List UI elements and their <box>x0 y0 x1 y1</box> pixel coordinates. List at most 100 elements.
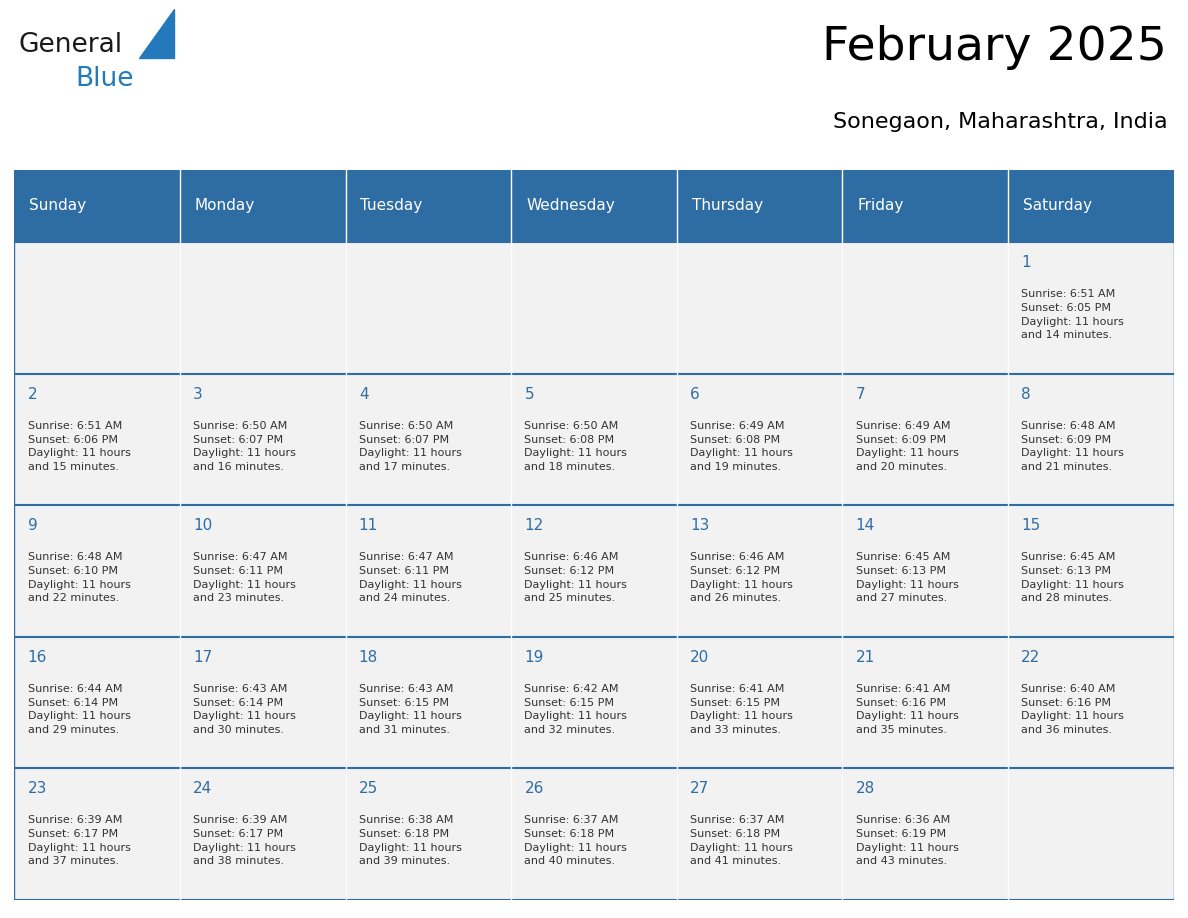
Bar <box>511 637 677 768</box>
Text: Thursday: Thursday <box>691 198 763 214</box>
Text: Sunrise: 6:50 AM
Sunset: 6:08 PM
Daylight: 11 hours
and 18 minutes.: Sunrise: 6:50 AM Sunset: 6:08 PM Dayligh… <box>524 421 627 472</box>
Text: 4: 4 <box>359 386 368 402</box>
Bar <box>511 170 677 242</box>
Text: Friday: Friday <box>858 198 904 214</box>
Text: 25: 25 <box>359 781 378 796</box>
Bar <box>842 170 1009 242</box>
Bar <box>1009 637 1174 768</box>
Text: 3: 3 <box>194 386 203 402</box>
Bar <box>1009 374 1174 505</box>
Bar <box>842 637 1009 768</box>
Text: 13: 13 <box>690 519 709 533</box>
Text: 26: 26 <box>524 781 544 796</box>
Text: 19: 19 <box>524 650 544 665</box>
Text: Sunrise: 6:45 AM
Sunset: 6:13 PM
Daylight: 11 hours
and 28 minutes.: Sunrise: 6:45 AM Sunset: 6:13 PM Dayligh… <box>1022 553 1124 603</box>
Text: Sunrise: 6:45 AM
Sunset: 6:13 PM
Daylight: 11 hours
and 27 minutes.: Sunrise: 6:45 AM Sunset: 6:13 PM Dayligh… <box>855 553 959 603</box>
Bar <box>14 768 179 900</box>
Bar <box>511 505 677 637</box>
Text: Sunrise: 6:40 AM
Sunset: 6:16 PM
Daylight: 11 hours
and 36 minutes.: Sunrise: 6:40 AM Sunset: 6:16 PM Dayligh… <box>1022 684 1124 734</box>
Bar <box>179 637 346 768</box>
Text: Sunday: Sunday <box>30 198 87 214</box>
Bar <box>511 768 677 900</box>
Text: General: General <box>18 31 122 58</box>
Text: Sunrise: 6:37 AM
Sunset: 6:18 PM
Daylight: 11 hours
and 41 minutes.: Sunrise: 6:37 AM Sunset: 6:18 PM Dayligh… <box>690 815 792 867</box>
Text: 1: 1 <box>1022 255 1031 270</box>
Bar <box>1009 505 1174 637</box>
Bar <box>14 242 179 374</box>
Text: Sunrise: 6:46 AM
Sunset: 6:12 PM
Daylight: 11 hours
and 25 minutes.: Sunrise: 6:46 AM Sunset: 6:12 PM Dayligh… <box>524 553 627 603</box>
Text: Sunrise: 6:50 AM
Sunset: 6:07 PM
Daylight: 11 hours
and 17 minutes.: Sunrise: 6:50 AM Sunset: 6:07 PM Dayligh… <box>359 421 462 472</box>
Text: 12: 12 <box>524 519 544 533</box>
Text: 22: 22 <box>1022 650 1041 665</box>
Bar <box>179 170 346 242</box>
Text: Sonegaon, Maharashtra, India: Sonegaon, Maharashtra, India <box>833 112 1168 132</box>
Text: Sunrise: 6:48 AM
Sunset: 6:09 PM
Daylight: 11 hours
and 21 minutes.: Sunrise: 6:48 AM Sunset: 6:09 PM Dayligh… <box>1022 421 1124 472</box>
Text: Sunrise: 6:43 AM
Sunset: 6:15 PM
Daylight: 11 hours
and 31 minutes.: Sunrise: 6:43 AM Sunset: 6:15 PM Dayligh… <box>359 684 462 734</box>
Bar <box>14 637 179 768</box>
Text: 8: 8 <box>1022 386 1031 402</box>
Text: 27: 27 <box>690 781 709 796</box>
Text: Sunrise: 6:44 AM
Sunset: 6:14 PM
Daylight: 11 hours
and 29 minutes.: Sunrise: 6:44 AM Sunset: 6:14 PM Dayligh… <box>27 684 131 734</box>
Bar <box>346 505 511 637</box>
Bar <box>677 637 842 768</box>
Text: 2: 2 <box>27 386 37 402</box>
Text: Sunrise: 6:50 AM
Sunset: 6:07 PM
Daylight: 11 hours
and 16 minutes.: Sunrise: 6:50 AM Sunset: 6:07 PM Dayligh… <box>194 421 296 472</box>
Text: 11: 11 <box>359 519 378 533</box>
Bar <box>179 505 346 637</box>
Text: 23: 23 <box>27 781 46 796</box>
Text: Sunrise: 6:49 AM
Sunset: 6:09 PM
Daylight: 11 hours
and 20 minutes.: Sunrise: 6:49 AM Sunset: 6:09 PM Dayligh… <box>855 421 959 472</box>
Text: Sunrise: 6:38 AM
Sunset: 6:18 PM
Daylight: 11 hours
and 39 minutes.: Sunrise: 6:38 AM Sunset: 6:18 PM Dayligh… <box>359 815 462 867</box>
Text: 28: 28 <box>855 781 876 796</box>
Bar <box>511 242 677 374</box>
Text: 9: 9 <box>27 519 37 533</box>
Text: 15: 15 <box>1022 519 1041 533</box>
Text: 24: 24 <box>194 781 213 796</box>
Text: Saturday: Saturday <box>1023 198 1092 214</box>
Text: Sunrise: 6:39 AM
Sunset: 6:17 PM
Daylight: 11 hours
and 37 minutes.: Sunrise: 6:39 AM Sunset: 6:17 PM Dayligh… <box>27 815 131 867</box>
Bar <box>677 242 842 374</box>
Text: Sunrise: 6:39 AM
Sunset: 6:17 PM
Daylight: 11 hours
and 38 minutes.: Sunrise: 6:39 AM Sunset: 6:17 PM Dayligh… <box>194 815 296 867</box>
Bar <box>842 374 1009 505</box>
Bar <box>179 374 346 505</box>
Text: 21: 21 <box>855 650 876 665</box>
Bar <box>677 768 842 900</box>
Text: 7: 7 <box>855 386 865 402</box>
Text: 18: 18 <box>359 650 378 665</box>
Text: Monday: Monday <box>195 198 255 214</box>
Text: Sunrise: 6:47 AM
Sunset: 6:11 PM
Daylight: 11 hours
and 24 minutes.: Sunrise: 6:47 AM Sunset: 6:11 PM Dayligh… <box>359 553 462 603</box>
Bar <box>346 637 511 768</box>
Bar <box>511 374 677 505</box>
Text: Tuesday: Tuesday <box>360 198 423 214</box>
Text: Blue: Blue <box>75 66 133 93</box>
Bar <box>346 374 511 505</box>
Text: 10: 10 <box>194 519 213 533</box>
Text: Sunrise: 6:37 AM
Sunset: 6:18 PM
Daylight: 11 hours
and 40 minutes.: Sunrise: 6:37 AM Sunset: 6:18 PM Dayligh… <box>524 815 627 867</box>
Text: Sunrise: 6:36 AM
Sunset: 6:19 PM
Daylight: 11 hours
and 43 minutes.: Sunrise: 6:36 AM Sunset: 6:19 PM Dayligh… <box>855 815 959 867</box>
Bar <box>346 242 511 374</box>
Text: Sunrise: 6:42 AM
Sunset: 6:15 PM
Daylight: 11 hours
and 32 minutes.: Sunrise: 6:42 AM Sunset: 6:15 PM Dayligh… <box>524 684 627 734</box>
Bar <box>346 170 511 242</box>
Text: Sunrise: 6:47 AM
Sunset: 6:11 PM
Daylight: 11 hours
and 23 minutes.: Sunrise: 6:47 AM Sunset: 6:11 PM Dayligh… <box>194 553 296 603</box>
Text: 20: 20 <box>690 650 709 665</box>
Bar <box>842 505 1009 637</box>
Text: 16: 16 <box>27 650 46 665</box>
Bar <box>346 768 511 900</box>
Bar <box>1009 170 1174 242</box>
Text: Wednesday: Wednesday <box>526 198 615 214</box>
Text: 5: 5 <box>524 386 535 402</box>
Bar <box>14 374 179 505</box>
Bar <box>14 505 179 637</box>
Text: Sunrise: 6:41 AM
Sunset: 6:15 PM
Daylight: 11 hours
and 33 minutes.: Sunrise: 6:41 AM Sunset: 6:15 PM Dayligh… <box>690 684 792 734</box>
Bar <box>842 242 1009 374</box>
Bar <box>1009 242 1174 374</box>
Text: Sunrise: 6:43 AM
Sunset: 6:14 PM
Daylight: 11 hours
and 30 minutes.: Sunrise: 6:43 AM Sunset: 6:14 PM Dayligh… <box>194 684 296 734</box>
Bar <box>677 170 842 242</box>
Text: 6: 6 <box>690 386 700 402</box>
Text: Sunrise: 6:41 AM
Sunset: 6:16 PM
Daylight: 11 hours
and 35 minutes.: Sunrise: 6:41 AM Sunset: 6:16 PM Dayligh… <box>855 684 959 734</box>
Text: Sunrise: 6:51 AM
Sunset: 6:05 PM
Daylight: 11 hours
and 14 minutes.: Sunrise: 6:51 AM Sunset: 6:05 PM Dayligh… <box>1022 289 1124 341</box>
Text: Sunrise: 6:48 AM
Sunset: 6:10 PM
Daylight: 11 hours
and 22 minutes.: Sunrise: 6:48 AM Sunset: 6:10 PM Dayligh… <box>27 553 131 603</box>
Bar <box>677 505 842 637</box>
Text: February 2025: February 2025 <box>822 25 1168 70</box>
Bar <box>14 170 179 242</box>
Text: Sunrise: 6:51 AM
Sunset: 6:06 PM
Daylight: 11 hours
and 15 minutes.: Sunrise: 6:51 AM Sunset: 6:06 PM Dayligh… <box>27 421 131 472</box>
